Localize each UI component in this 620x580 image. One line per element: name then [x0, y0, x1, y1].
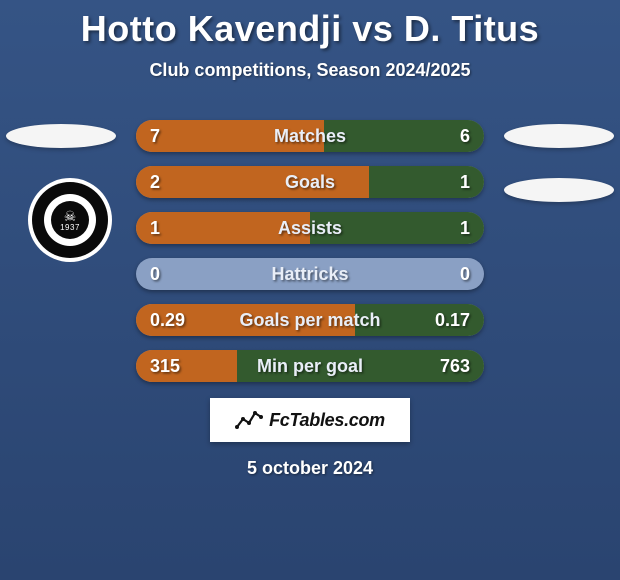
- stat-row: 0Hattricks0: [136, 258, 484, 290]
- stat-row: 1Assists1: [136, 212, 484, 244]
- date-label: 5 october 2024: [0, 458, 620, 479]
- subtitle: Club competitions, Season 2024/2025: [0, 60, 620, 81]
- stat-label: Goals per match: [136, 310, 484, 331]
- watermark-text: FcTables.com: [269, 410, 385, 431]
- watermark: FcTables.com: [210, 398, 410, 442]
- player-right-badge-ellipse-1: [504, 124, 614, 148]
- stats-container: 7Matches62Goals11Assists10Hattricks00.29…: [136, 120, 484, 382]
- stat-label: Assists: [136, 218, 484, 239]
- stat-value-right: 763: [440, 356, 470, 377]
- stat-value-right: 1: [460, 218, 470, 239]
- club-year: 1937: [60, 224, 80, 232]
- stat-row: 0.29Goals per match0.17: [136, 304, 484, 336]
- player-left-badge-ellipse: [6, 124, 116, 148]
- stat-row: 7Matches6: [136, 120, 484, 152]
- stat-value-right: 1: [460, 172, 470, 193]
- stat-label: Min per goal: [136, 356, 484, 377]
- stat-label: Goals: [136, 172, 484, 193]
- stat-label: Matches: [136, 126, 484, 147]
- stat-row: 315Min per goal763: [136, 350, 484, 382]
- stat-value-right: 0: [460, 264, 470, 285]
- watermark-icon: [235, 409, 263, 431]
- stat-value-right: 0.17: [435, 310, 470, 331]
- club-logo: ☠ 1937: [28, 178, 112, 262]
- stat-value-right: 6: [460, 126, 470, 147]
- stat-label: Hattricks: [136, 264, 484, 285]
- player-right-badge-ellipse-2: [504, 178, 614, 202]
- stat-row: 2Goals1: [136, 166, 484, 198]
- page-title: Hotto Kavendji vs D. Titus: [0, 0, 620, 50]
- skull-icon: ☠: [64, 209, 77, 223]
